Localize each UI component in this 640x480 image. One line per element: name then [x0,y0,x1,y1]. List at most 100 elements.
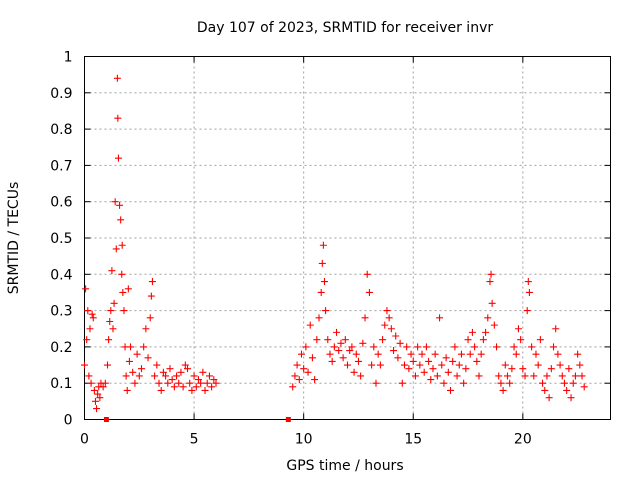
data-point [440,379,448,387]
data-point [85,372,93,380]
data-point [335,347,343,355]
y-tick-label: 0.6 [50,195,72,211]
data-point [313,336,321,344]
data-point [396,339,404,347]
data-point [291,372,299,380]
data-point [337,339,345,347]
data-point [453,372,461,380]
data-point [447,386,455,394]
data-point [457,350,465,358]
data-point [117,216,125,224]
data-point [129,368,137,376]
data-point [479,336,487,344]
x-tick-label: 20 [514,432,532,448]
data-point [326,350,334,358]
data-point [512,350,520,358]
data-point [455,361,463,369]
data-point [91,397,99,405]
data-point [289,383,297,391]
data-point [506,379,514,387]
data-point [510,343,518,351]
data-point [427,376,435,384]
data-point [576,361,584,369]
data-point [144,354,152,362]
data-point [93,405,101,413]
data-point [462,365,470,373]
data-point [114,114,122,122]
data-point [416,361,424,369]
data-point [521,372,529,380]
data-point [379,336,387,344]
data-point [308,354,316,362]
data-point [565,365,573,373]
data-point [125,357,133,365]
data-point [357,372,365,380]
data-point [368,361,376,369]
data-point [96,394,104,402]
data-point [488,299,496,307]
data-point [433,372,441,380]
data-point [365,288,373,296]
x-tick-label: 10 [295,432,313,448]
data-point [131,379,139,387]
data-point [137,365,145,373]
data-point [192,383,200,391]
data-point [398,379,406,387]
data-point [181,361,189,369]
data-point [140,343,148,351]
data-point [147,292,155,300]
data-point [460,379,468,387]
y-tick-label: 0.4 [50,267,72,283]
data-point [318,259,326,267]
data-point [146,314,154,322]
data-point [418,350,426,358]
data-point [317,288,325,296]
data-point [385,314,393,322]
data-point [524,278,532,286]
data-point [212,379,220,387]
data-point [370,343,378,351]
data-point [86,325,94,333]
data-point [567,394,575,402]
y-axis-label: SRMTID / TECUs [6,182,22,295]
data-point [106,317,114,325]
data-point [493,343,501,351]
data-point [333,328,341,336]
data-point [164,379,172,387]
data-point [528,343,536,351]
data-point [547,365,555,373]
data-point [186,379,194,387]
data-point [99,383,107,391]
data-point [532,350,540,358]
data-point [422,343,430,351]
data-point [471,343,479,351]
data-point [473,357,481,365]
chart-title: Day 107 of 2023, SRMTID for receiver inv… [197,20,493,36]
data-point [166,365,174,373]
data-point [114,154,122,162]
data-point [354,357,362,365]
data-point [554,350,562,358]
gap-marker [103,417,109,422]
data-point [534,361,542,369]
data-point [499,386,507,394]
data-point [328,357,336,365]
data-point [348,343,356,351]
data-point [346,347,354,355]
data-point [514,325,522,333]
x-tick-label: 0 [80,432,89,448]
data-point [425,357,433,365]
data-point [475,372,483,380]
grid [84,56,611,420]
data-point [110,299,118,307]
data-point [523,307,531,315]
data-point [315,314,323,322]
data-point [578,372,586,380]
data-point [87,379,95,387]
data-point [442,354,450,362]
data-point [109,325,117,333]
data-point [142,325,150,333]
data-point [376,361,384,369]
data-point [541,386,549,394]
data-point [574,350,582,358]
